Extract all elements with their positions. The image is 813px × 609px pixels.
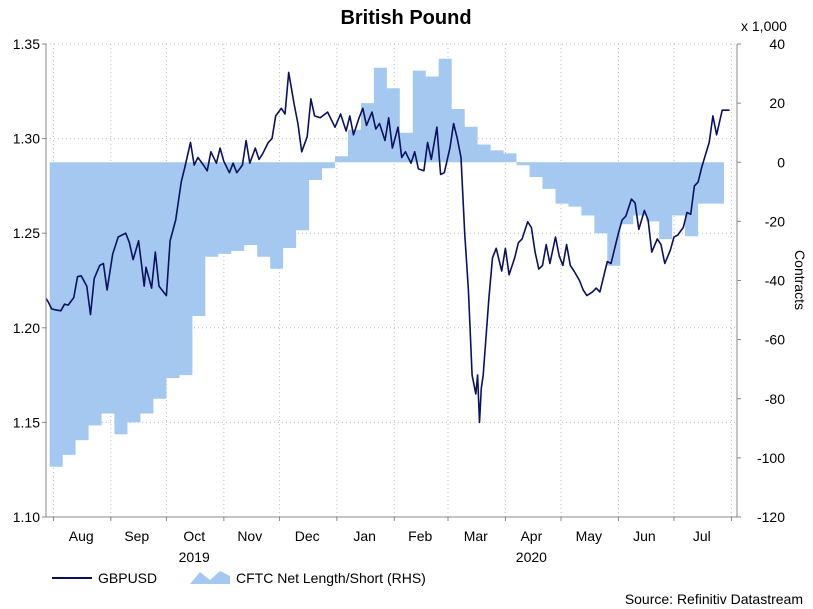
- right-axis-multiplier: x 1,000: [741, 18, 787, 34]
- gbpusd-line: [45, 71, 730, 424]
- legend-label-cftc: CFTC Net Length/Short (RHS): [236, 570, 426, 586]
- right-tick-label: -100: [757, 450, 785, 466]
- cftc-area-path: [49, 58, 724, 467]
- right-tick-label: 20: [769, 95, 785, 111]
- left-tick-label: 1.25: [13, 225, 40, 241]
- right-tick-label: 40: [769, 36, 785, 52]
- x-month-label: Dec: [295, 528, 320, 544]
- left-tick-label: 1.20: [13, 320, 40, 336]
- right-tick-label: 0: [777, 154, 785, 170]
- x-month-label: Jul: [693, 528, 711, 544]
- gbpusd-polyline: [45, 71, 730, 424]
- source-note: Source: Refinitiv Datastream: [624, 591, 803, 607]
- x-month-label: Feb: [408, 528, 432, 544]
- right-tick-label: -80: [765, 391, 785, 407]
- legend: GBPUSD CFTC Net Length/Short (RHS): [52, 570, 426, 586]
- x-month-label: Nov: [237, 528, 262, 544]
- x-month-label: May: [576, 528, 602, 544]
- right-tick-label: -40: [765, 273, 785, 289]
- x-month-label: Oct: [183, 528, 205, 544]
- x-year-label: 2020: [516, 549, 547, 565]
- right-axis-label: Contracts: [792, 250, 808, 310]
- left-tick-label: 1.15: [13, 414, 40, 430]
- x-month-label: Mar: [464, 528, 488, 544]
- x-month-label: Jun: [633, 528, 656, 544]
- right-axis-ticks: -120 -100 -80 -60 -40 -20 0 20 40: [737, 36, 785, 525]
- left-axis-ticks: 1.10 1.15 1.20 1.25 1.30 1.35: [13, 36, 46, 525]
- right-tick-label: -20: [765, 213, 785, 229]
- legend-label-gbpusd: GBPUSD: [98, 570, 157, 586]
- left-tick-label: 1.10: [13, 509, 40, 525]
- x-month-label: Sep: [124, 528, 149, 544]
- right-tick-label: -60: [765, 332, 785, 348]
- cftc-area: [49, 58, 724, 467]
- legend-swatch-cftc: [190, 571, 230, 584]
- x-year-label: 2019: [179, 549, 210, 565]
- left-tick-label: 1.30: [13, 131, 40, 147]
- x-axis-ticks: Aug Sep Oct Nov Dec Jan Feb Mar Apr May Jun Jul 2019…: [52, 517, 732, 565]
- x-month-label: Aug: [69, 528, 94, 544]
- left-tick-label: 1.35: [13, 36, 40, 52]
- chart-title: British Pound: [340, 7, 471, 29]
- x-month-label: Apr: [520, 528, 542, 544]
- right-tick-label: -120: [757, 509, 785, 525]
- x-month-label: Jan: [353, 528, 376, 544]
